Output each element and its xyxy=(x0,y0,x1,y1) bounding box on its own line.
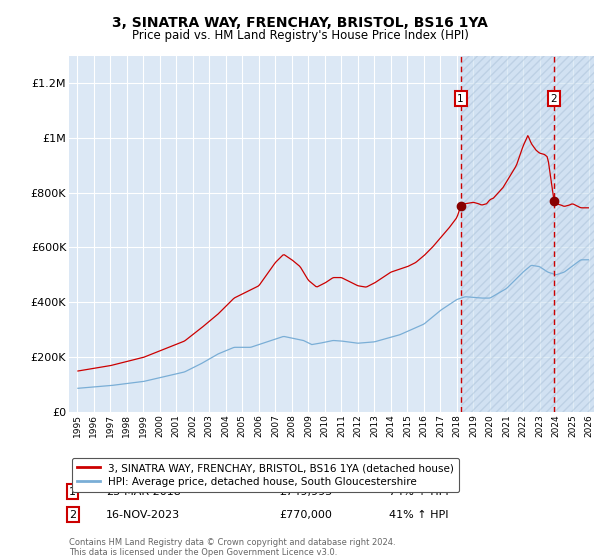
Text: 74% ↑ HPI: 74% ↑ HPI xyxy=(389,487,449,497)
Text: 16-NOV-2023: 16-NOV-2023 xyxy=(106,510,180,520)
Text: £749,995: £749,995 xyxy=(279,487,332,497)
Bar xyxy=(461,56,594,412)
Text: Contains HM Land Registry data © Crown copyright and database right 2024.
This d: Contains HM Land Registry data © Crown c… xyxy=(69,538,395,557)
Text: 23-MAR-2018: 23-MAR-2018 xyxy=(106,487,181,497)
Bar xyxy=(461,56,594,412)
Text: 1: 1 xyxy=(69,487,76,497)
Text: £770,000: £770,000 xyxy=(279,510,332,520)
Text: 41% ↑ HPI: 41% ↑ HPI xyxy=(389,510,449,520)
Text: 2: 2 xyxy=(551,94,557,104)
Text: Price paid vs. HM Land Registry's House Price Index (HPI): Price paid vs. HM Land Registry's House … xyxy=(131,29,469,42)
Text: 2: 2 xyxy=(69,510,76,520)
Text: 1: 1 xyxy=(457,94,464,104)
Legend: 3, SINATRA WAY, FRENCHAY, BRISTOL, BS16 1YA (detached house), HPI: Average price: 3, SINATRA WAY, FRENCHAY, BRISTOL, BS16 … xyxy=(71,458,459,492)
Text: 3, SINATRA WAY, FRENCHAY, BRISTOL, BS16 1YA: 3, SINATRA WAY, FRENCHAY, BRISTOL, BS16 … xyxy=(112,16,488,30)
